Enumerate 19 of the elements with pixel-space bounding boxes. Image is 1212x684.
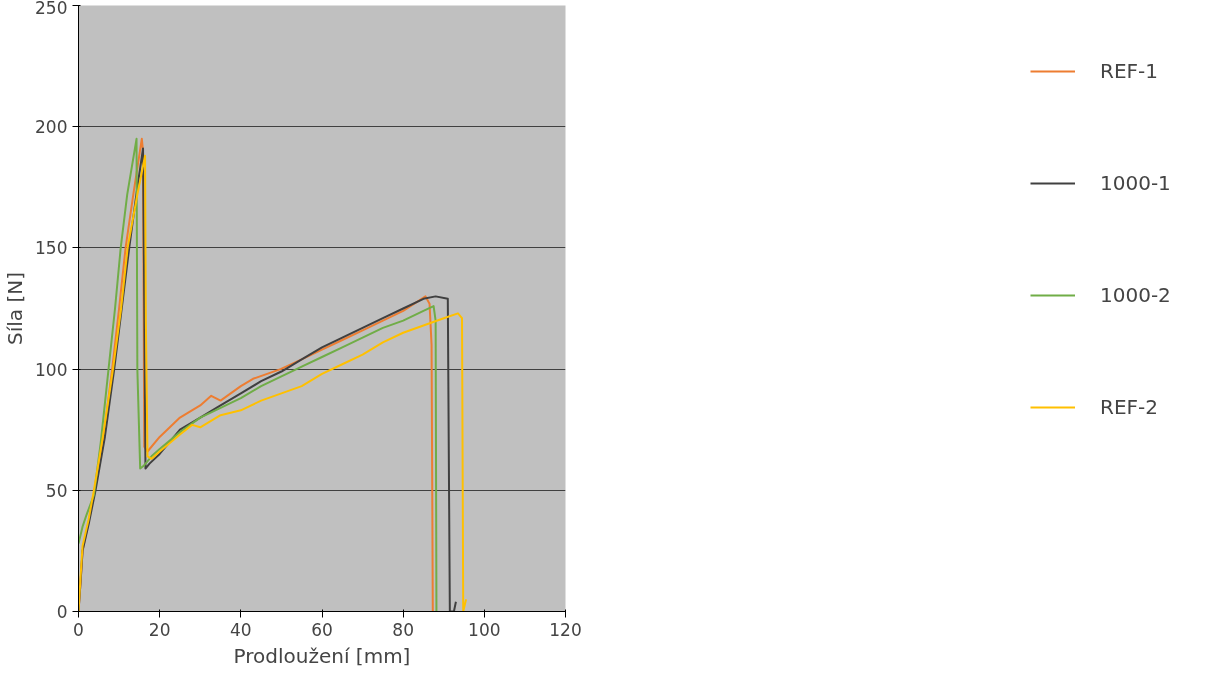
y-axis-title: Síla [N] [3,271,28,345]
x-tick-label: 60 [311,619,333,640]
x-tick-label: 120 [549,619,582,640]
x-axis-title: Prodloužení [mm] [233,643,411,668]
y-tick-label: 200 [35,117,68,138]
y-tick-label: 100 [35,359,68,380]
legend-label: 1000-2 [1100,282,1172,309]
x-tick-label: 100 [468,619,501,640]
legend-label: 1000-1 [1100,170,1172,197]
y-tick-label: 0 [56,602,68,622]
legend-label: REF-1 [1100,58,1159,85]
legend-label: REF-2 [1100,394,1159,421]
x-tick-label: 0 [73,619,84,640]
y-tick-label: 250 [35,0,68,18]
y-tick-label: 150 [35,238,68,259]
y-tick-label: 50 [45,480,68,501]
x-tick-label: 40 [230,619,252,640]
x-tick-label: 20 [148,619,171,640]
x-tick-label: 80 [392,619,414,640]
